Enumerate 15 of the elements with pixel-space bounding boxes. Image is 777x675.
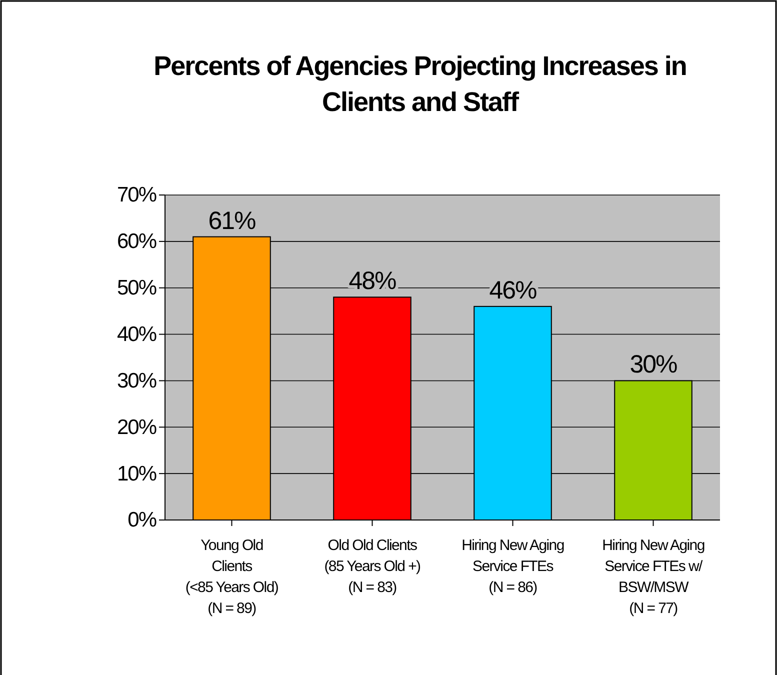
y-tick-label: 40% <box>116 323 156 346</box>
x-tick-label: Old Old Clients (85 Years Old +) (N = 83) <box>324 537 422 596</box>
x-tick-label: Hiring New Aging Service FTEs w/ BSW/MSW (N = 77) <box>602 537 705 617</box>
data-label: 61% <box>208 206 256 235</box>
chart-title: Percents of Agencies Projecting Increases in Clients and Staff <box>154 51 686 117</box>
x-tick-label: Hiring New Aging Service FTEs (N = 86) <box>462 537 564 596</box>
y-tick-label: 20% <box>116 416 156 439</box>
x-tick-label: Young Old Clients (<85 Years Old) (N = 89) <box>185 537 279 617</box>
data-label: 30% <box>630 350 678 379</box>
y-tick-label: 50% <box>116 276 156 300</box>
y-tick-label: 70% <box>116 184 156 207</box>
y-tick-label: 10% <box>116 462 156 486</box>
y-tick-label: 0% <box>128 508 156 532</box>
y-tick-label: 30% <box>116 369 156 392</box>
y-tick-label: 60% <box>116 230 156 254</box>
